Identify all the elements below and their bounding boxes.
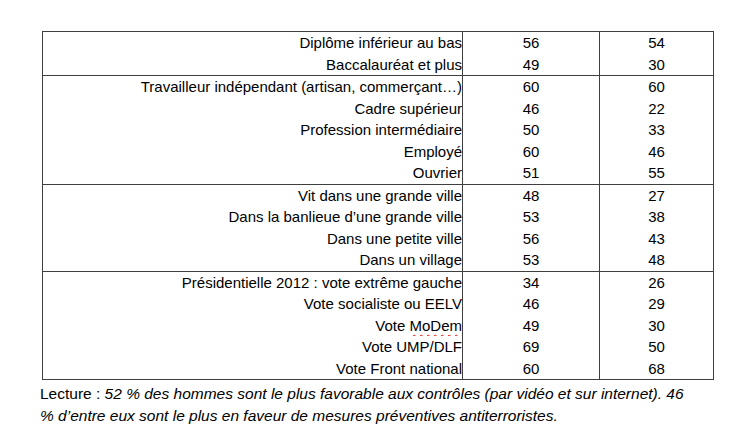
row-value: 54	[600, 32, 714, 54]
row-value: 56	[463, 32, 600, 54]
table-row: Cadre supérieur4622	[43, 98, 714, 120]
lecture-line1-text: 52 % des hommes sont le plus favorable a…	[100, 385, 683, 402]
lecture-line2: % d’entre eux sont le plus en faveur de …	[40, 405, 740, 427]
row-value: 69	[463, 336, 600, 358]
row-value: 68	[600, 358, 714, 380]
row-label: Dans la banlieue d’une grande ville	[43, 206, 463, 228]
lecture-line1: Lecture : 52 % des hommes sont le plus f…	[40, 383, 740, 405]
row-value: 29	[600, 293, 714, 315]
row-label: Baccalauréat et plus	[43, 54, 463, 76]
table-row: Vote MoDem4930	[43, 315, 714, 337]
row-value: 55	[600, 162, 714, 184]
table-row: Profession intermédiaire5033	[43, 119, 714, 141]
row-value: 53	[463, 206, 600, 228]
row-value: 60	[600, 76, 714, 98]
row-value: 50	[600, 336, 714, 358]
row-value: 60	[463, 141, 600, 163]
table-row: Vote UMP/DLF6950	[43, 336, 714, 358]
misspelled-word: MoDem	[409, 317, 462, 334]
row-value: 33	[600, 119, 714, 141]
row-value: 48	[600, 249, 714, 271]
row-label: Dans une petite ville	[43, 228, 463, 250]
row-label: Vote MoDem	[43, 315, 463, 337]
table-row: Vote socialiste ou EELV4629	[43, 293, 714, 315]
row-value: 60	[463, 76, 600, 98]
table-row: Présidentielle 2012 : vote extrême gauch…	[43, 271, 714, 293]
lecture-prefix: Lecture :	[40, 385, 100, 402]
row-label: Cadre supérieur	[43, 98, 463, 120]
table-row: Diplôme inférieur au bas5654	[43, 32, 714, 54]
row-label: Employé	[43, 141, 463, 163]
row-value: 46	[600, 141, 714, 163]
row-value: 49	[463, 54, 600, 76]
row-label: Présidentielle 2012 : vote extrême gauch…	[43, 271, 463, 293]
table-section-diplome: Diplôme inférieur au bas5654Baccalauréat…	[43, 32, 714, 76]
row-value: 51	[463, 162, 600, 184]
table-section-profession: Travailleur indépendant (artisan, commer…	[43, 76, 714, 185]
row-label: Vote socialiste ou EELV	[43, 293, 463, 315]
row-value: 22	[600, 98, 714, 120]
row-value: 43	[600, 228, 714, 250]
row-value: 48	[463, 184, 600, 206]
table-row: Vit dans une grande ville4827	[43, 184, 714, 206]
table-row: Ouvrier5155	[43, 162, 714, 184]
row-value: 30	[600, 315, 714, 337]
row-value: 60	[463, 358, 600, 380]
row-value: 46	[463, 293, 600, 315]
table-row: Dans un village5348	[43, 249, 714, 271]
row-label: Diplôme inférieur au bas	[43, 32, 463, 54]
document-page: Diplôme inférieur au bas5654Baccalauréat…	[0, 0, 754, 437]
table-row: Dans une petite ville5643	[43, 228, 714, 250]
row-label: Travailleur indépendant (artisan, commer…	[43, 76, 463, 98]
table-row: Employé6046	[43, 141, 714, 163]
survey-table: Diplôme inférieur au bas5654Baccalauréat…	[42, 31, 714, 380]
row-label: Vit dans une grande ville	[43, 184, 463, 206]
row-label: Dans un village	[43, 249, 463, 271]
table-row: Vote Front national6068	[43, 358, 714, 380]
row-value: 26	[600, 271, 714, 293]
table-row: Dans la banlieue d’une grande ville5338	[43, 206, 714, 228]
row-label: Vote Front national	[43, 358, 463, 380]
table-section-lieu-de-vie: Vit dans une grande ville4827Dans la ban…	[43, 184, 714, 271]
table-row: Baccalauréat et plus4930	[43, 54, 714, 76]
row-value: 27	[600, 184, 714, 206]
row-value: 56	[463, 228, 600, 250]
row-value: 50	[463, 119, 600, 141]
row-value: 30	[600, 54, 714, 76]
table-section-vote-2012: Présidentielle 2012 : vote extrême gauch…	[43, 271, 714, 380]
row-value: 34	[463, 271, 600, 293]
row-value: 49	[463, 315, 600, 337]
row-label: Vote UMP/DLF	[43, 336, 463, 358]
lecture-note: Lecture : 52 % des hommes sont le plus f…	[40, 383, 740, 426]
row-label: Ouvrier	[43, 162, 463, 184]
row-value: 38	[600, 206, 714, 228]
row-value: 46	[463, 98, 600, 120]
row-label: Profession intermédiaire	[43, 119, 463, 141]
row-value: 53	[463, 249, 600, 271]
table-row: Travailleur indépendant (artisan, commer…	[43, 76, 714, 98]
